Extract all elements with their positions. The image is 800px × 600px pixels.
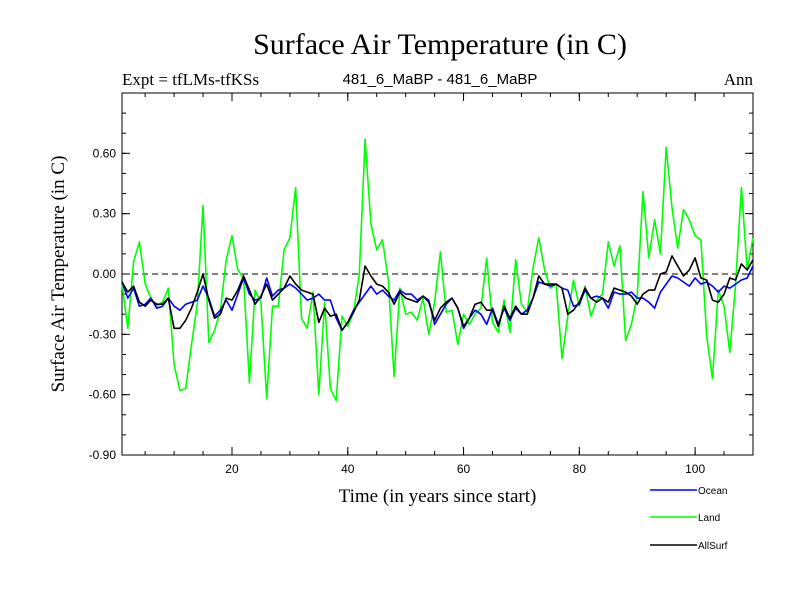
chart-title: Surface Air Temperature (in C) [253,28,627,61]
legend-label-allsurf: AllSurf [698,541,728,552]
x-tick-label: 40 [341,462,355,476]
series-line-ocean [121,265,754,332]
x-tick-label: 20 [225,462,239,476]
y-tick-label: -0.60 [89,388,117,402]
y-tick-label: 0.00 [93,267,117,281]
y-tick-label: -0.90 [89,448,117,462]
y-axis-title: Surface Air Temperature (in C) [48,156,69,393]
x-tick-label: 60 [457,462,471,476]
y-tick-label: -0.30 [89,327,117,341]
series-line-land [121,138,754,402]
legend-label-ocean: Ocean [698,486,727,497]
x-tick-label: 100 [685,462,705,476]
x-tick-label: 80 [573,462,587,476]
legend-label-land: Land [698,513,720,524]
x-axis-title: Time (in years since start) [339,486,537,507]
y-tick-label: 0.60 [93,146,117,160]
period-label: Ann [723,70,753,89]
experiment-label: Expt = tfLMs-tfKSs [122,70,260,89]
experiment-pair-label: 481_6_MaBP - 481_6_MaBP [342,71,538,88]
series-line-allsurf [121,255,754,332]
y-tick-label: 0.30 [93,207,117,221]
